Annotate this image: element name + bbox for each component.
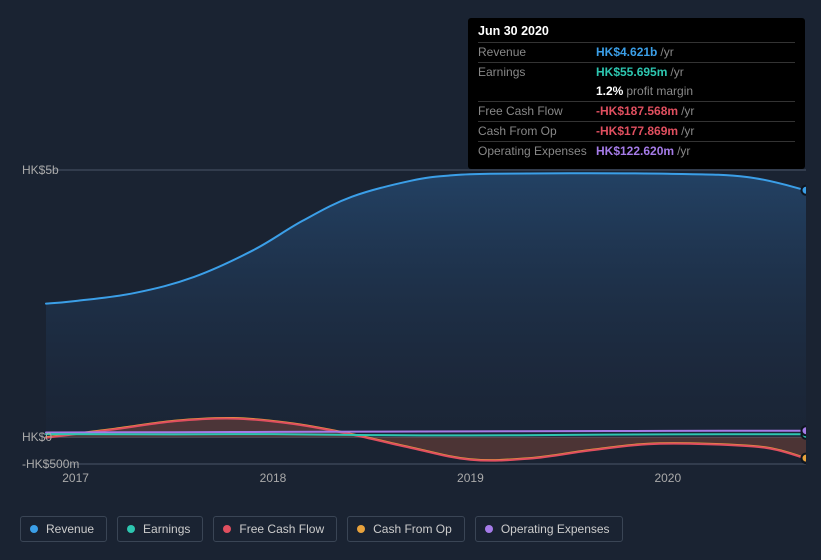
legend-item-earnings[interactable]: Earnings xyxy=(117,516,203,542)
tooltip-row-suffix: /yr xyxy=(660,45,673,59)
x-axis-label: 2018 xyxy=(260,471,287,485)
tooltip-date: Jun 30 2020 xyxy=(478,24,795,42)
legend-item-revenue[interactable]: Revenue xyxy=(20,516,107,542)
tooltip-row-value: HK$122.620m xyxy=(596,144,674,158)
legend-item-free_cash_flow[interactable]: Free Cash Flow xyxy=(213,516,337,542)
tooltip-row-label: Cash From Op xyxy=(478,124,596,139)
legend-item-cash_from_op[interactable]: Cash From Op xyxy=(347,516,465,542)
legend-dot xyxy=(223,525,231,533)
legend-label: Earnings xyxy=(143,522,190,536)
legend-dot xyxy=(485,525,493,533)
tooltip-row: Free Cash Flow-HK$187.568m/yr xyxy=(478,101,795,121)
y-axis-label: HK$5b xyxy=(22,163,59,177)
tooltip-row-suffix: profit margin xyxy=(626,84,693,98)
legend-dot xyxy=(357,525,365,533)
legend-label: Free Cash Flow xyxy=(239,522,324,536)
y-axis-label: HK$0 xyxy=(22,430,52,444)
legend-label: Revenue xyxy=(46,522,94,536)
tooltip-row: EarningsHK$55.695m/yr xyxy=(478,62,795,82)
tooltip-row-label: Earnings xyxy=(478,65,596,80)
tooltip-rows: RevenueHK$4.621b/yrEarningsHK$55.695m/yr… xyxy=(478,42,795,161)
legend-label: Cash From Op xyxy=(373,522,452,536)
legend: Revenue Earnings Free Cash Flow Cash From O… xyxy=(20,516,623,542)
tooltip-row-value: -HK$177.869m xyxy=(596,124,678,138)
tooltip-row-suffix: /yr xyxy=(681,124,694,138)
x-axis-label: 2019 xyxy=(457,471,484,485)
legend-dot xyxy=(30,525,38,533)
tooltip-row-value: HK$4.621b xyxy=(596,45,657,59)
legend-label: Operating Expenses xyxy=(501,522,610,536)
marker-operating_expenses xyxy=(802,426,807,435)
x-axis-label: 2017 xyxy=(62,471,89,485)
tooltip-row-label: Revenue xyxy=(478,45,596,60)
tooltip-row-suffix: /yr xyxy=(677,144,690,158)
legend-item-operating_expenses[interactable]: Operating Expenses xyxy=(475,516,623,542)
tooltip-row: Cash From Op-HK$177.869m/yr xyxy=(478,121,795,141)
tooltip-row-value: 1.2% xyxy=(596,84,623,98)
marker-revenue xyxy=(802,186,807,195)
legend-dot xyxy=(127,525,135,533)
chart-svg xyxy=(16,158,806,498)
marker-cash_from_op xyxy=(802,454,807,463)
tooltip-row: RevenueHK$4.621b/yr xyxy=(478,42,795,62)
tooltip-row-label: Operating Expenses xyxy=(478,144,596,159)
revenue-area xyxy=(46,173,806,437)
y-axis-label: -HK$500m xyxy=(22,457,79,471)
tooltip-row-label xyxy=(478,84,596,99)
data-tooltip: Jun 30 2020 RevenueHK$4.621b/yrEarningsH… xyxy=(468,18,805,169)
chart-area: HK$5b HK$0 -HK$500m2017 2018 2019 2020 xyxy=(16,158,806,498)
tooltip-row-suffix: /yr xyxy=(681,104,694,118)
tooltip-row-suffix: /yr xyxy=(670,65,683,79)
x-axis-label: 2020 xyxy=(654,471,681,485)
tooltip-row-value: HK$55.695m xyxy=(596,65,667,79)
tooltip-row-label: Free Cash Flow xyxy=(478,104,596,119)
tooltip-row-value: -HK$187.568m xyxy=(596,104,678,118)
tooltip-row: 1.2%profit margin xyxy=(478,82,795,101)
